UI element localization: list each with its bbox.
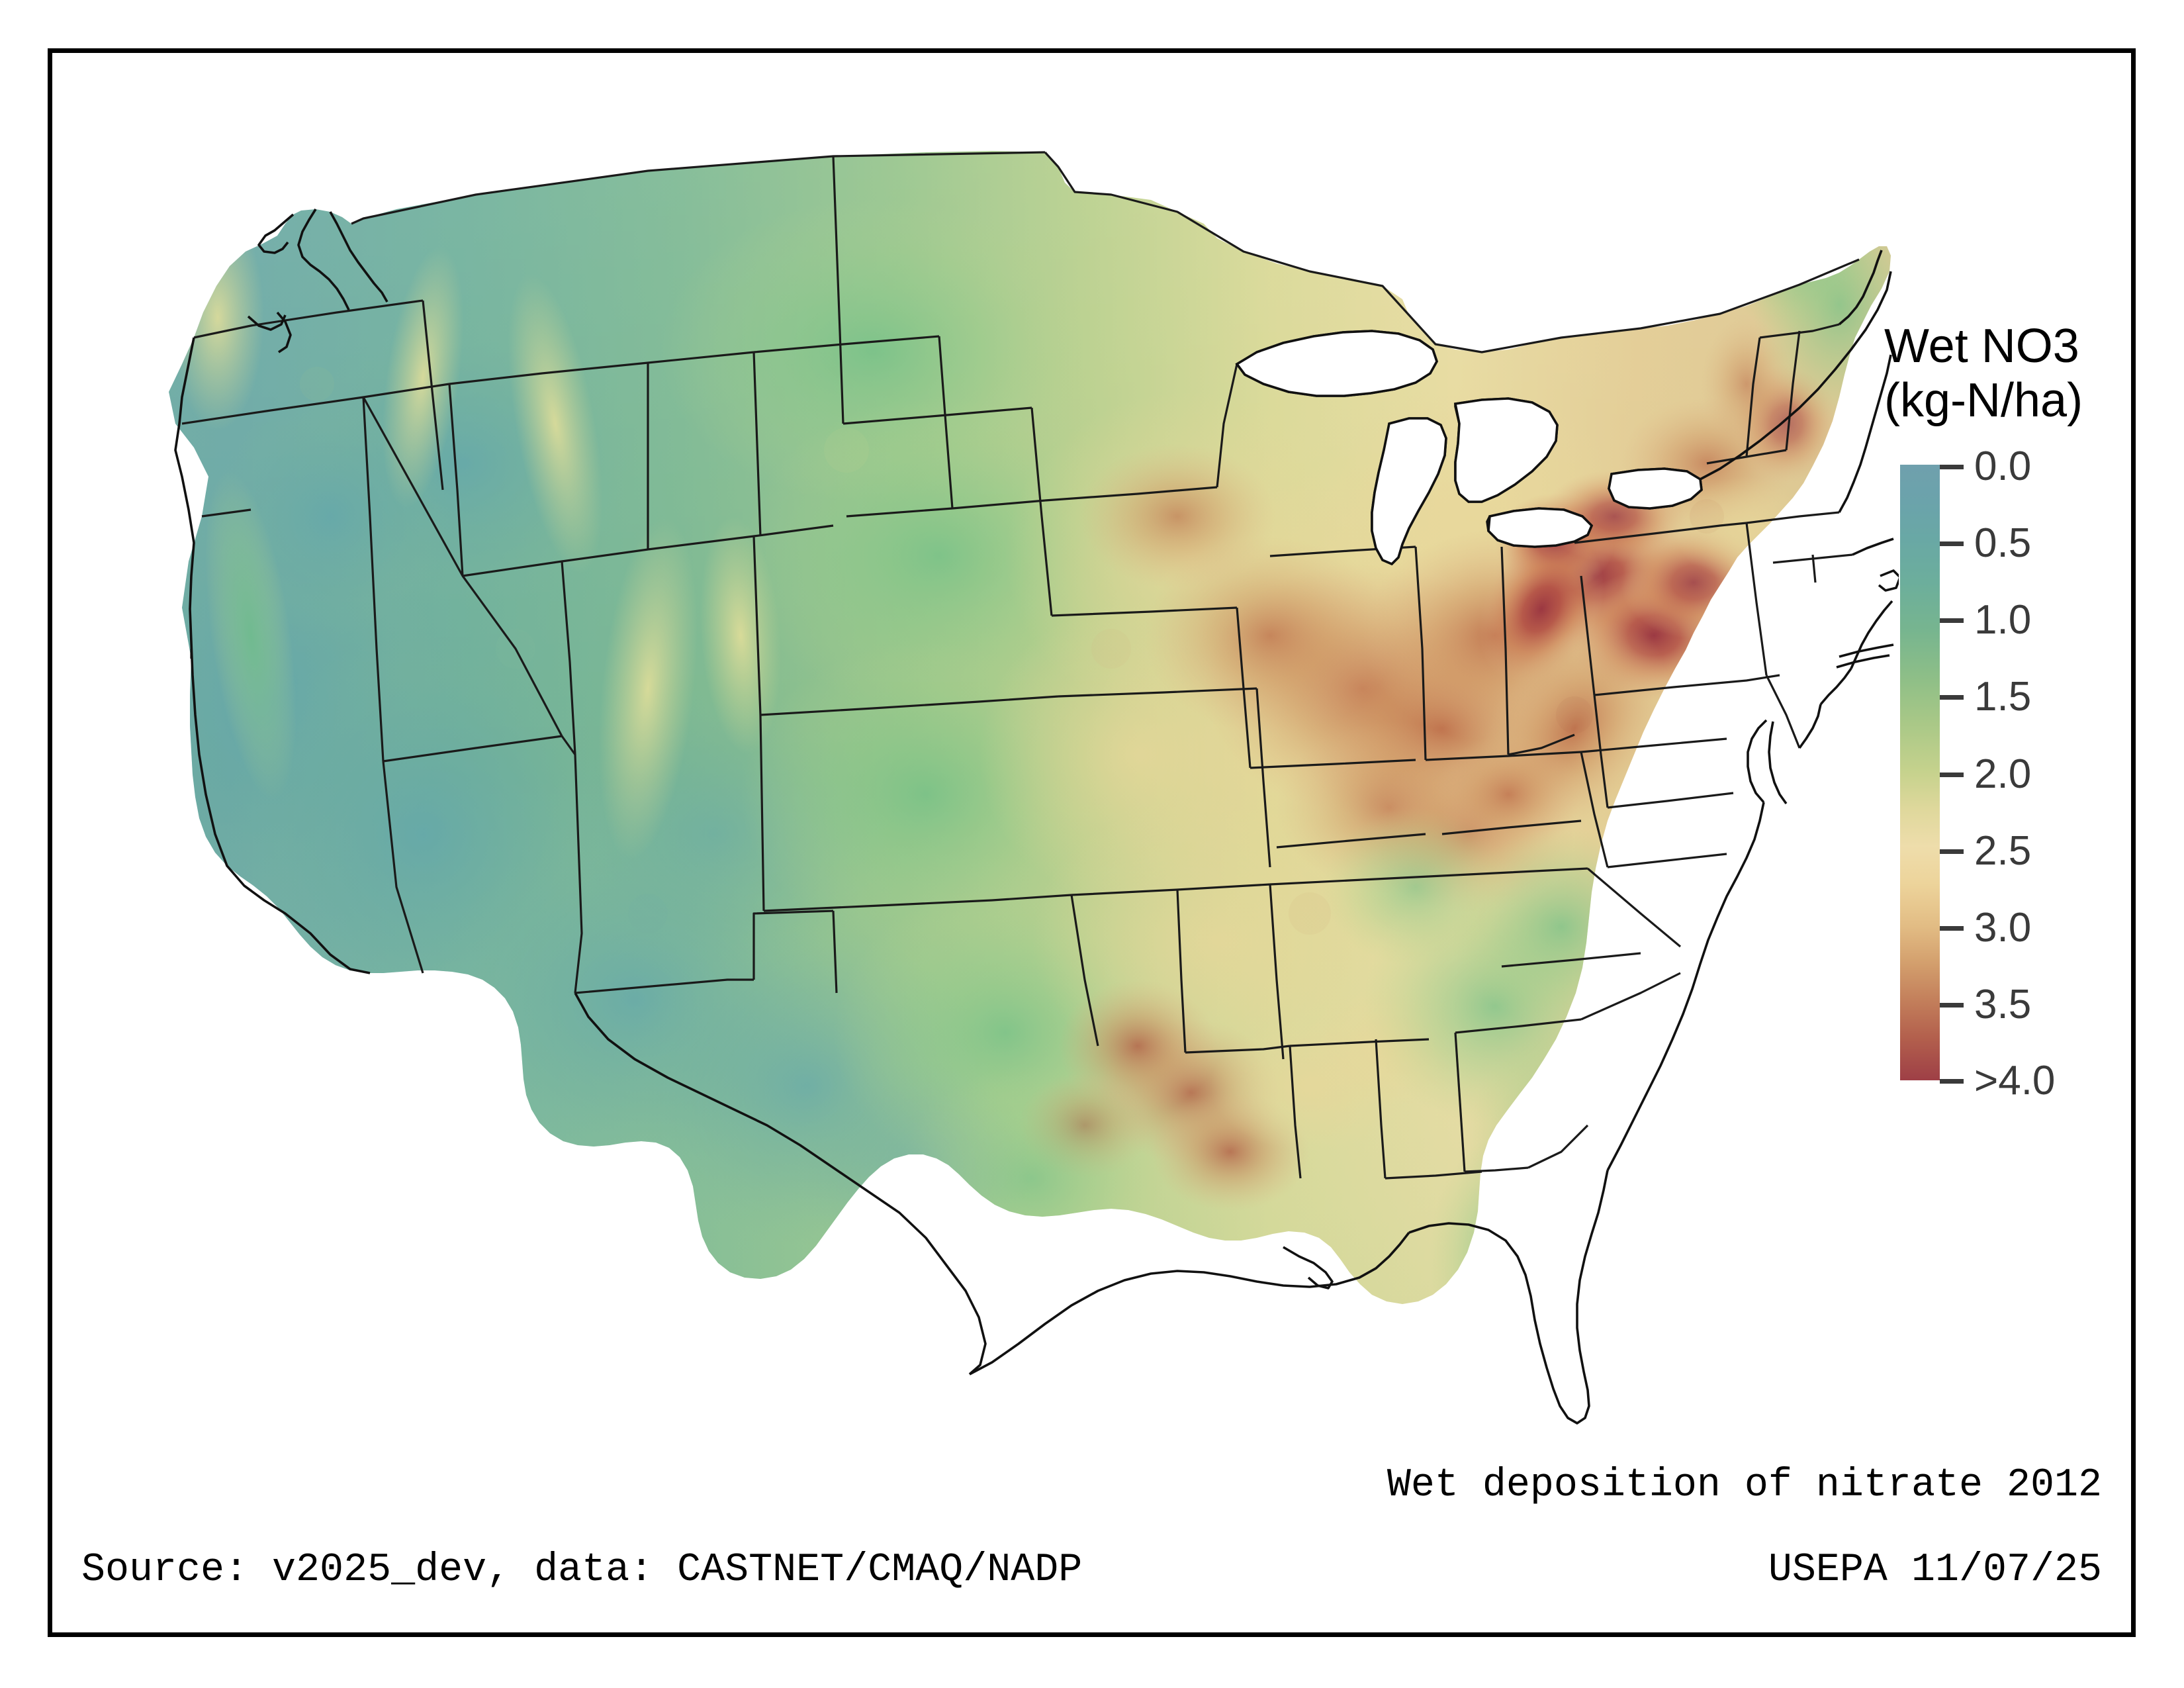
- conus-deposition-map: [52, 53, 1899, 1496]
- colorbar-label-5: 2.5: [1974, 828, 2032, 874]
- water-mask: [1235, 330, 1703, 566]
- map-canvas: [52, 53, 1899, 1496]
- colorbar-tick-8: [1940, 1079, 1964, 1084]
- colorbar-label-7: 3.5: [1974, 982, 2032, 1027]
- colorbar-tick-2: [1940, 618, 1964, 623]
- colorbar-tick-4: [1940, 773, 1964, 777]
- colorbar-label-0: 0.0: [1974, 444, 2032, 489]
- colorbar-label-4: 2.0: [1974, 751, 2032, 797]
- legend-title: Wet NO3 (kg-N/ha): [1884, 320, 2083, 427]
- figure-caption-title: Wet deposition of nitrate 2012: [1387, 1463, 2102, 1508]
- colorbar-tick-0: [1940, 465, 1964, 469]
- figure-caption-source: Source: v2025_dev, data: CASTNET/CMAQ/NA…: [81, 1548, 1083, 1593]
- figure-frame: Wet NO3 (kg-N/ha) 0.0 0.5 1.0 1.5 2.0 2.…: [48, 48, 2136, 1637]
- colorbar-legend: Wet NO3 (kg-N/ha) 0.0 0.5 1.0 1.5 2.0 2.…: [1852, 305, 2137, 1470]
- colorbar-label-6: 3.0: [1974, 905, 2032, 951]
- colorbar-tick-1: [1940, 541, 1964, 546]
- colorbar-label-1: 0.5: [1974, 520, 2032, 566]
- colorbar-label-8: >4.0: [1974, 1058, 2056, 1103]
- colorbar-gradient: [1900, 465, 1940, 1080]
- colorbar-tick-3: [1940, 695, 1964, 700]
- colorbar-label-3: 1.5: [1974, 674, 2032, 720]
- figure-caption-agency-date: USEPA 11/07/25: [1768, 1548, 2102, 1593]
- colorbar: 0.0 0.5 1.0 1.5 2.0 2.5 3.0 3.5 >4.0: [1900, 446, 2125, 1127]
- colorbar-label-2: 1.0: [1974, 597, 2032, 643]
- state-boundaries: [181, 151, 1860, 1180]
- colorbar-tick-6: [1940, 926, 1964, 931]
- colorbar-tick-7: [1940, 1003, 1964, 1008]
- deposition-raster: [169, 151, 1891, 1304]
- colorbar-tick-5: [1940, 849, 1964, 854]
